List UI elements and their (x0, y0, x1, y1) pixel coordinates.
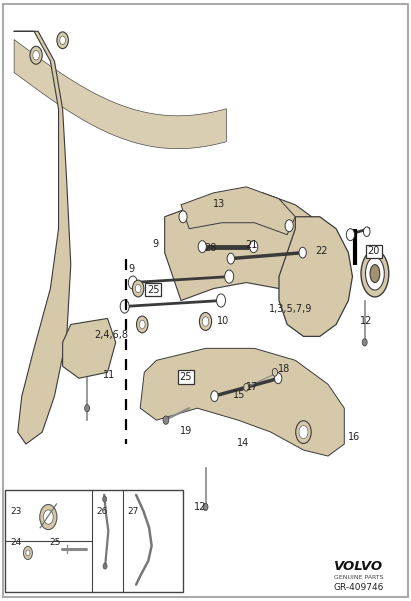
Text: 24: 24 (10, 538, 22, 547)
Ellipse shape (202, 317, 209, 326)
Ellipse shape (198, 240, 206, 252)
Ellipse shape (26, 550, 30, 556)
Ellipse shape (132, 280, 144, 297)
Text: 22: 22 (315, 246, 328, 257)
Ellipse shape (299, 426, 308, 439)
Ellipse shape (120, 300, 129, 313)
Text: 11: 11 (103, 370, 115, 380)
Ellipse shape (57, 32, 68, 49)
Ellipse shape (33, 50, 39, 60)
Ellipse shape (275, 373, 282, 383)
Ellipse shape (23, 546, 32, 560)
Text: 26: 26 (96, 507, 107, 516)
Text: 20: 20 (367, 246, 380, 257)
Ellipse shape (272, 368, 277, 376)
Ellipse shape (361, 250, 389, 297)
Text: 25: 25 (147, 285, 159, 294)
Ellipse shape (225, 270, 234, 283)
Text: 2,4,6,8: 2,4,6,8 (95, 330, 129, 340)
Polygon shape (140, 349, 344, 456)
Ellipse shape (135, 284, 141, 293)
Polygon shape (165, 193, 344, 300)
Text: 21: 21 (245, 240, 258, 251)
Ellipse shape (227, 253, 235, 264)
Text: 9: 9 (152, 239, 159, 249)
Text: 13: 13 (213, 198, 225, 209)
Text: VOLVO: VOLVO (334, 560, 383, 573)
Bar (5, 490, 183, 593)
Ellipse shape (103, 496, 107, 502)
Ellipse shape (296, 421, 311, 444)
Text: 12: 12 (360, 317, 372, 326)
Text: 10: 10 (217, 317, 229, 326)
Polygon shape (279, 217, 353, 337)
Ellipse shape (203, 503, 208, 510)
Ellipse shape (362, 339, 367, 346)
Text: 19: 19 (180, 426, 192, 436)
Polygon shape (181, 187, 296, 235)
Ellipse shape (139, 320, 145, 329)
Text: 9: 9 (128, 264, 134, 274)
Ellipse shape (40, 504, 57, 529)
Ellipse shape (370, 264, 380, 282)
Ellipse shape (363, 227, 370, 236)
Text: 14: 14 (237, 438, 249, 448)
Ellipse shape (103, 563, 107, 569)
Text: 15: 15 (233, 390, 246, 400)
Ellipse shape (85, 404, 90, 412)
Text: 25: 25 (180, 372, 192, 382)
Ellipse shape (136, 316, 148, 333)
Text: 25: 25 (50, 538, 61, 547)
Text: 23: 23 (10, 507, 22, 516)
Ellipse shape (199, 313, 212, 331)
Ellipse shape (44, 510, 53, 524)
Ellipse shape (244, 383, 249, 391)
Ellipse shape (30, 46, 42, 64)
Ellipse shape (60, 36, 65, 44)
Text: 28: 28 (205, 243, 217, 254)
Ellipse shape (211, 391, 218, 401)
Ellipse shape (299, 247, 306, 258)
Ellipse shape (365, 257, 384, 290)
Ellipse shape (179, 211, 187, 223)
Text: 16: 16 (348, 432, 360, 442)
Text: 27: 27 (127, 507, 139, 516)
Ellipse shape (128, 276, 137, 289)
Ellipse shape (217, 294, 226, 307)
Polygon shape (62, 319, 115, 378)
Text: 18: 18 (278, 364, 291, 374)
Text: 1,3,5,7,9: 1,3,5,7,9 (269, 305, 312, 314)
Text: 12: 12 (194, 502, 207, 512)
Text: GR-409746: GR-409746 (333, 583, 384, 592)
Ellipse shape (163, 416, 169, 424)
Polygon shape (14, 31, 71, 444)
Ellipse shape (249, 240, 258, 252)
Text: GENUINE PARTS: GENUINE PARTS (334, 575, 383, 580)
Text: 17: 17 (245, 382, 258, 392)
Ellipse shape (346, 229, 355, 240)
Ellipse shape (285, 220, 293, 232)
